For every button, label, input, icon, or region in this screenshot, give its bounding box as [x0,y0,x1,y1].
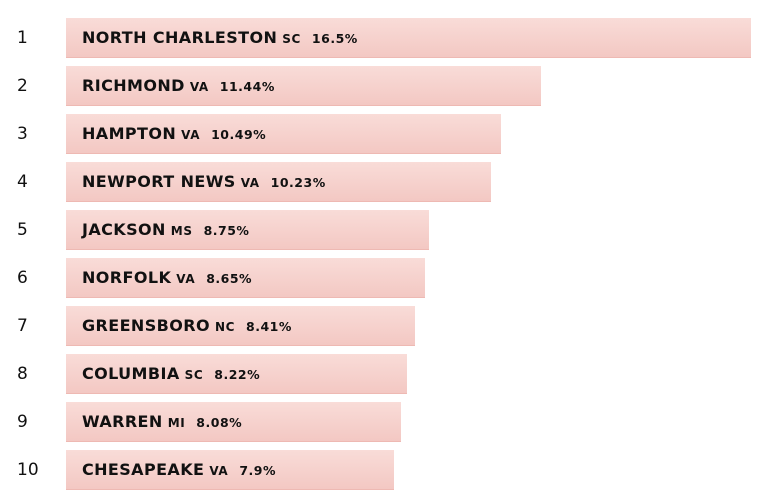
bar-label: NEWPORT NEWS VA 10.23% [82,162,326,202]
chart-row: 8 COLUMBIA SC 8.22% [0,354,766,394]
value-label: 16.5% [311,31,358,46]
bar [66,306,415,346]
bar [66,402,401,442]
rank-label: 10 [17,460,39,480]
value-label: 7.9% [239,463,276,478]
state-code: MI [167,416,186,430]
city-name: JACKSON [82,220,166,239]
city-name: GREENSBORO [82,316,210,335]
state-code: MS [170,224,193,238]
bar-label: GREENSBORO NC 8.41% [82,306,292,346]
state-code: NC [214,320,236,334]
chart-row: 1 NORTH CHARLESTON SC 16.5% [0,18,766,58]
state-code: VA [209,464,229,478]
bar [66,354,407,394]
bar [66,450,394,490]
value-label: 10.49% [211,127,267,142]
value-label: 8.75% [203,223,250,238]
bar [66,66,541,106]
chart-row: 2 RICHMOND VA 11.44% [0,66,766,106]
city-name: COLUMBIA [82,364,180,383]
rank-label: 6 [17,268,28,288]
chart-row: 3 HAMPTON VA 10.49% [0,114,766,154]
chart-row: 7 GREENSBORO NC 8.41% [0,306,766,346]
bar-label: WARREN MI 8.08% [82,402,242,442]
bar-label: NORTH CHARLESTON SC 16.5% [82,18,358,58]
bar [66,210,429,250]
rank-label: 8 [17,364,28,384]
bar-label: NORFOLK VA 8.65% [82,258,252,298]
bar [66,114,501,154]
state-code: SC [282,32,301,46]
value-label: 8.41% [246,319,292,334]
state-code: VA [176,272,196,286]
city-name: NORFOLK [82,268,172,287]
bar [66,18,751,58]
value-label: 11.44% [219,79,275,94]
bar-label: RICHMOND VA 11.44% [82,66,275,106]
rank-label: 4 [17,172,28,192]
bar-label: COLUMBIA SC 8.22% [82,354,260,394]
rank-label: 1 [17,28,28,48]
state-code: VA [181,128,201,142]
chart-row: 10 CHESAPEAKE VA 7.9% [0,450,766,490]
rank-label: 9 [17,412,28,432]
value-label: 10.23% [270,175,326,190]
state-code: VA [189,80,209,94]
bar-label: CHESAPEAKE VA 7.9% [82,450,276,490]
chart-row: 4 NEWPORT NEWS VA 10.23% [0,162,766,202]
chart-row: 6 NORFOLK VA 8.65% [0,258,766,298]
city-name: CHESAPEAKE [82,460,205,479]
rank-label: 5 [17,220,28,240]
rank-label: 7 [17,316,28,336]
value-label: 8.65% [206,271,253,286]
state-code: VA [240,176,260,190]
city-name: RICHMOND [82,76,185,95]
state-code: SC [184,368,204,382]
bar-label: JACKSON MS 8.75% [82,210,249,250]
city-name: HAMPTON [82,124,177,143]
chart-row: 5 JACKSON MS 8.75% [0,210,766,250]
value-label: 8.22% [214,367,261,382]
city-name: NEWPORT NEWS [82,172,236,191]
city-name: NORTH CHARLESTON [82,28,278,47]
city-name: WARREN [82,412,163,431]
rank-label: 2 [17,76,28,96]
bar [66,162,491,202]
chart-row: 9 WARREN MI 8.08% [0,402,766,442]
value-label: 8.08% [196,415,243,430]
bar-label: HAMPTON VA 10.49% [82,114,266,154]
bar [66,258,425,298]
rank-label: 3 [17,124,28,144]
